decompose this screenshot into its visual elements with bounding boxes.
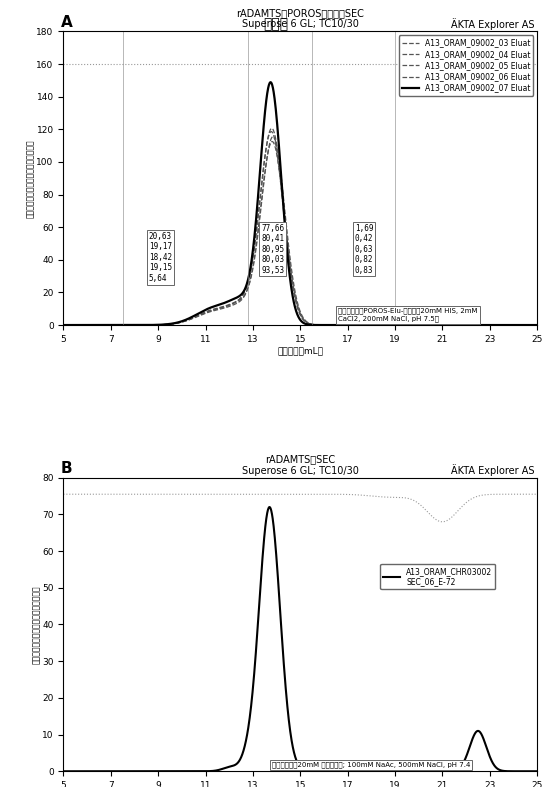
Text: A: A — [61, 15, 73, 30]
Text: 1,69
0,42
0,63
0,82
0,83: 1,69 0,42 0,63 0,82 0,83 — [355, 224, 373, 275]
Text: 20,63
19,17
18,42
19,15
5,64: 20,63 19,17 18,42 19,15 5,64 — [149, 232, 172, 283]
Text: 図２１: 図２１ — [263, 17, 288, 31]
Text: 泳動緩衝液：POROS-Elu-緩衝液（20mM HIS, 2mM
CaCl2, 200mM NaCl, pH 7.5）: 泳動緩衝液：POROS-Elu-緩衝液（20mM HIS, 2mM CaCl2,… — [338, 308, 478, 322]
Text: 77,66
80,41
80,95
80,03
93,53: 77,66 80,41 80,95 80,03 93,53 — [261, 224, 284, 275]
Title: rADAMTSのSEC
Superose 6 GL; TC10/30: rADAMTSのSEC Superose 6 GL; TC10/30 — [242, 454, 359, 475]
Y-axis label: 吸光度（２８５ｎｍにおけるｍＡＵ）: 吸光度（２８５ｎｍにおけるｍＡＵ） — [26, 139, 35, 217]
Text: 泳動緩衝液：20mM ヒスチジン; 100mM NaAc, 500mM NaCl, pH 7.4: 泳動緩衝液：20mM ヒスチジン; 100mM NaAc, 500mM NaCl… — [272, 762, 470, 768]
Text: ÄKTA Explorer AS: ÄKTA Explorer AS — [451, 464, 535, 476]
Text: B: B — [61, 461, 73, 476]
Text: ÄKTA Explorer AS: ÄKTA Explorer AS — [451, 18, 535, 30]
Legend: A13_ORAM_09002_03 Eluat, A13_ORAM_09002_04 Eluat, A13_ORAM_09002_05 Eluat, A13_O: A13_ORAM_09002_03 Eluat, A13_ORAM_09002_… — [399, 35, 533, 95]
Title: rADAMTSのPOROS溶出液のSEC
Superose 6 GL; TC10/30: rADAMTSのPOROS溶出液のSEC Superose 6 GL; TC10… — [236, 8, 364, 29]
Y-axis label: 吸光度（２８０ｎｍにおけるｍＡＵ）: 吸光度（２８０ｎｍにおけるｍＡＵ） — [32, 586, 41, 663]
Legend: A13_ORAM_CHR03002
SEC_06_E-72: A13_ORAM_CHR03002 SEC_06_E-72 — [380, 563, 495, 589]
X-axis label: 溶出体積［mL］: 溶出体積［mL］ — [277, 346, 323, 356]
